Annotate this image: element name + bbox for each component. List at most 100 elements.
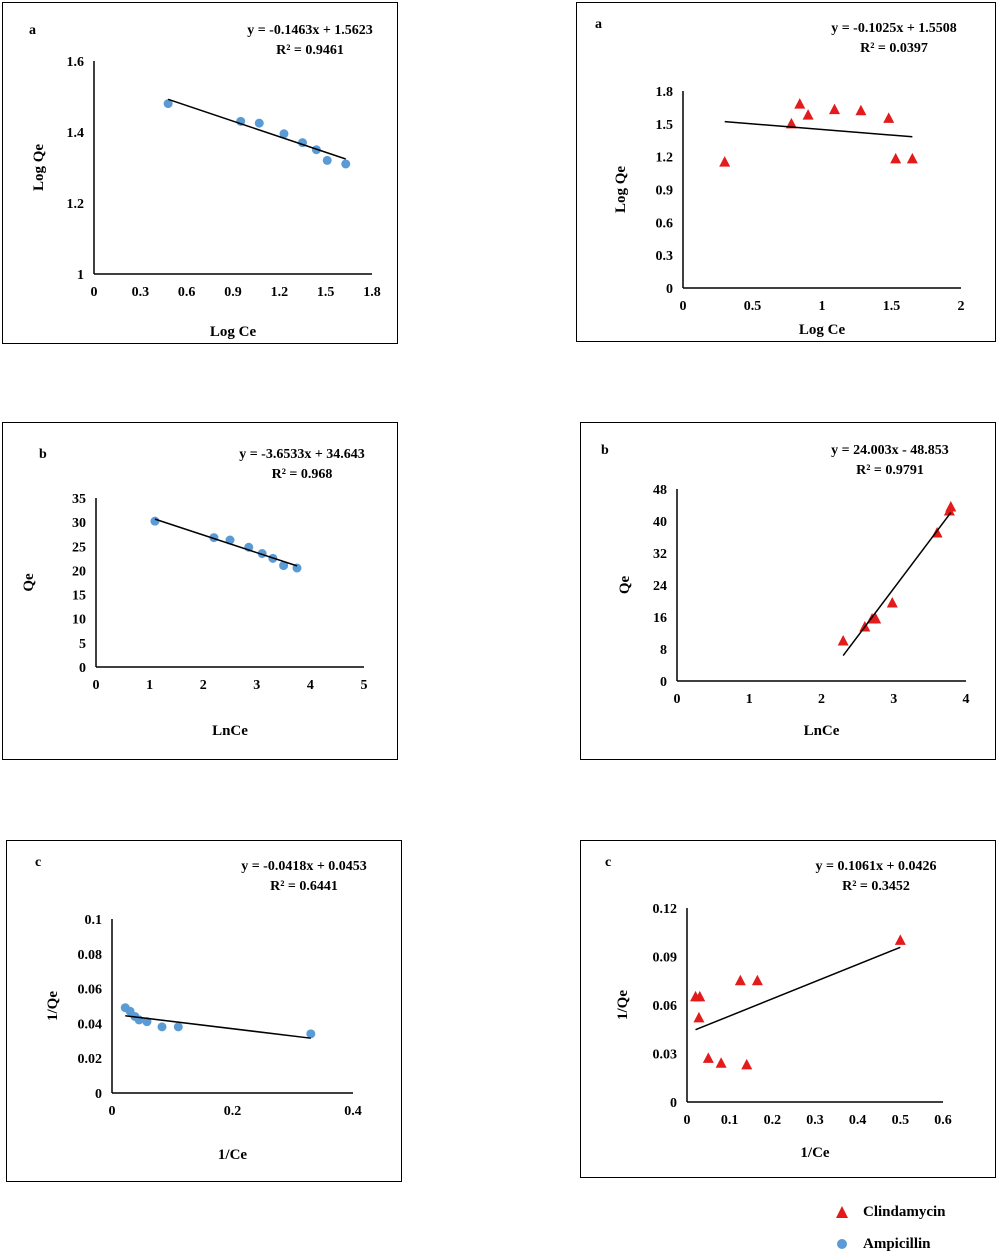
x-tick-label: 4	[307, 678, 314, 693]
x-tick-label: 1.5	[317, 285, 335, 300]
x-tick-label: 5	[361, 678, 368, 693]
chart-plot: 0 0.3 0.6 0.9 1.2 1.5 1.8 1 1.2 1.4 1.6 Log Ce Log Q…	[31, 55, 381, 340]
x-tick-label: 3	[890, 692, 897, 707]
x-tick-label: 0	[674, 692, 681, 707]
data-point	[855, 104, 867, 116]
data-point	[886, 597, 898, 608]
x-tick-label: 1.2	[271, 285, 289, 300]
x-tick-label: 0.5	[892, 1113, 910, 1128]
y-tick-label: 25	[72, 540, 86, 555]
r-squared: R² = 0.968	[271, 467, 333, 482]
y-tick-label: 1.2	[656, 151, 674, 166]
x-axis-title: Log Ce	[210, 324, 257, 340]
x-tick-label: 1	[819, 299, 826, 314]
chart-panel-ampicillin-c: c y = -0.0418x + 0.0453 R² = 0.6441 0 0.2…	[6, 840, 402, 1182]
x-axis-title: 1/Ce	[218, 1147, 248, 1163]
data-point	[829, 103, 841, 115]
chart-plot: 0 0.1 0.2 0.3 0.4 0.5 0.6 0 0.03 0.06 0.09 0.12 1/Ce…	[615, 902, 952, 1161]
data-point	[279, 561, 289, 571]
x-axis-title: LnCe	[212, 723, 248, 739]
data-point	[734, 974, 746, 986]
chart-plot: 0 1 2 3 4 5 0 5 10 15 20 25 30 35 LnCe Qe	[21, 492, 368, 739]
data-point	[883, 112, 895, 123]
x-tick-label: 0.4	[849, 1113, 867, 1128]
x-tick-label: 0	[93, 678, 100, 693]
y-axis-title: Qe	[617, 575, 633, 594]
data-point	[702, 1052, 714, 1063]
legend-item-ampicillin: Ampicillin	[835, 1234, 931, 1254]
data-point	[225, 535, 235, 545]
x-tick-label: 2	[958, 299, 965, 314]
y-tick-label: 1.5	[656, 118, 674, 133]
y-tick-label: 15	[72, 589, 86, 604]
x-tick-label: 0	[91, 285, 98, 300]
y-axis-title: Log Qe	[31, 144, 47, 191]
data-point	[173, 1022, 183, 1032]
y-tick-label: 8	[660, 643, 667, 658]
chart-panel-clindamycin-b: b y = 24.003x - 48.853 R² = 0.9791 0 1 2 3 4…	[580, 422, 996, 760]
data-point	[751, 974, 763, 986]
trendline-equation: y = -0.0418x + 0.0453	[241, 859, 367, 874]
x-tick-label: 2	[818, 692, 825, 707]
x-tick-label: 0	[680, 299, 687, 314]
x-tick-label: 0.4	[344, 1104, 362, 1119]
x-tick-label: 2	[200, 678, 207, 693]
x-tick-label: 0.2	[764, 1113, 782, 1128]
data-point	[802, 109, 814, 120]
y-tick-label: 0.02	[78, 1052, 103, 1067]
data-point	[837, 635, 849, 646]
y-tick-label: 0.09	[653, 951, 678, 966]
data-point	[741, 1058, 753, 1070]
chart-panel-clindamycin-a: a y = -0.1025x + 1.5508 R² = 0.0397 0 0.5…	[576, 2, 996, 342]
data-point	[157, 1022, 167, 1032]
r-squared: R² = 0.6441	[270, 879, 338, 894]
y-axis-title: Log Qe	[613, 166, 629, 213]
x-tick-label: 0.9	[224, 285, 242, 300]
panel-letter: c	[605, 855, 612, 870]
data-point	[322, 155, 332, 165]
trendline-equation: y = 24.003x - 48.853	[831, 443, 949, 458]
trendline	[125, 1014, 311, 1039]
x-axis-title: Log Ce	[799, 322, 846, 338]
y-tick-label: 0	[666, 282, 673, 297]
y-tick-label: 1	[77, 268, 84, 283]
y-tick-label: 30	[72, 516, 86, 531]
x-tick-label: 1	[746, 692, 753, 707]
x-tick-label: 1.8	[363, 285, 381, 300]
x-tick-label: 0.3	[806, 1113, 824, 1128]
x-axis-title: LnCe	[804, 723, 840, 739]
panel-letter: a	[595, 17, 602, 32]
trendline-equation: y = -0.1463x + 1.5623	[247, 23, 373, 38]
data-point	[150, 516, 160, 526]
data-point	[945, 501, 957, 512]
y-tick-label: 1.8	[656, 85, 674, 100]
trendline	[695, 946, 901, 1031]
r-squared: R² = 0.0397	[860, 41, 928, 56]
chart-panel-ampicillin-b: b y = -3.6533x + 34.643 R² = 0.968 0 1 2 3 4…	[2, 422, 398, 760]
trendline	[167, 98, 346, 160]
data-point	[254, 118, 264, 128]
legend-item-clindamycin: Clindamycin	[835, 1202, 946, 1222]
chart-plot: 0 0.2 0.4 0 0.02 0.04 0.06 0.08 0.1 1/Ce 1/Qe	[45, 913, 362, 1163]
data-point	[341, 159, 351, 169]
y-tick-label: 10	[72, 613, 86, 628]
x-tick-label: 3	[253, 678, 260, 693]
x-tick-label: 4	[963, 692, 970, 707]
panel-letter: b	[601, 443, 609, 458]
y-tick-label: 0.06	[78, 983, 103, 998]
y-tick-label: 1.4	[67, 126, 85, 141]
data-point	[890, 152, 902, 164]
y-tick-label: 35	[72, 492, 86, 507]
x-tick-label: 0.5	[744, 299, 762, 314]
x-tick-label: 0.6	[934, 1113, 952, 1128]
y-axis-title: Qe	[21, 573, 37, 592]
y-tick-label: 32	[653, 547, 667, 562]
trendline-equation: y = -0.1025x + 1.5508	[831, 21, 957, 36]
y-tick-label: 48	[653, 483, 667, 498]
data-point	[279, 129, 289, 139]
data-point	[142, 1017, 152, 1027]
y-tick-label: 0.08	[78, 948, 103, 963]
y-tick-label: 0.06	[653, 999, 678, 1014]
legend: Clindamycin Ampicillin	[835, 1200, 995, 1256]
y-tick-label: 0.12	[653, 902, 678, 917]
